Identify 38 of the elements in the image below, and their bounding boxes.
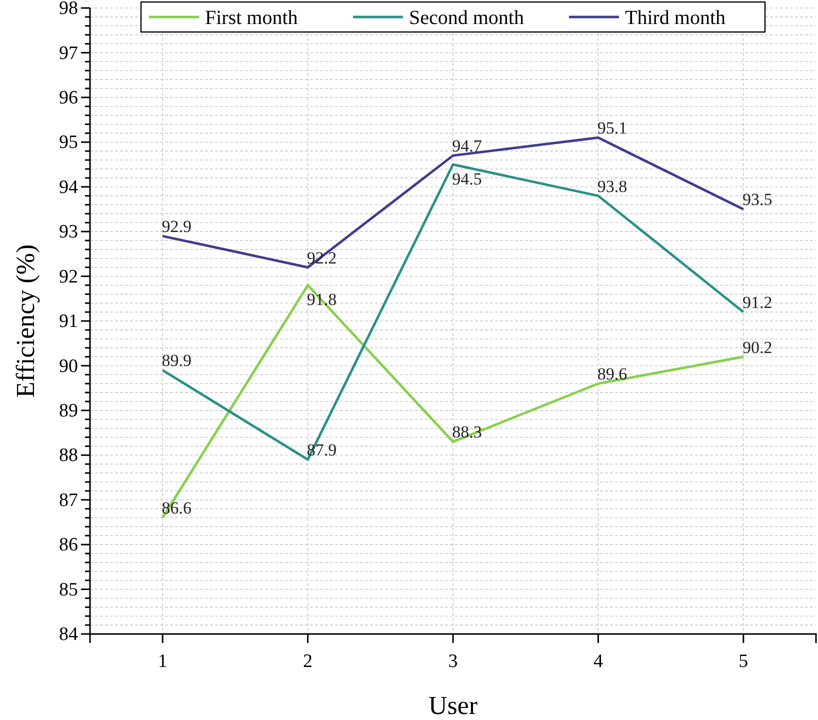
y-tick-label: 84 bbox=[59, 624, 78, 646]
line-series bbox=[161, 163, 745, 461]
data-label: 95.1 bbox=[597, 118, 628, 138]
line-series bbox=[161, 136, 745, 269]
x-tick-label: 4 bbox=[593, 650, 604, 672]
y-tick-label: 86 bbox=[59, 534, 78, 556]
legend-label: Second month bbox=[409, 7, 524, 29]
y-tick-label: 92 bbox=[59, 266, 78, 288]
legend-label: Third month bbox=[625, 7, 726, 29]
y-tick-label: 95 bbox=[59, 132, 78, 154]
data-label: 91.2 bbox=[742, 293, 772, 312]
y-tick-label: 94 bbox=[59, 176, 78, 198]
x-tick-label: 2 bbox=[303, 650, 313, 672]
data-label: 89.6 bbox=[597, 364, 628, 384]
y-tick-label: 91 bbox=[59, 311, 78, 332]
data-label: 94.5 bbox=[452, 170, 482, 188]
data-label: 90.2 bbox=[742, 338, 772, 357]
y-tick-label: 97 bbox=[59, 42, 78, 64]
y-tick-label: 88 bbox=[59, 445, 78, 466]
y-tick-label: 90 bbox=[59, 356, 78, 377]
data-label: 94.7 bbox=[452, 136, 482, 156]
y-tick-label: 85 bbox=[59, 579, 78, 600]
y-tick-label: 93 bbox=[59, 222, 78, 243]
data-label: 89.9 bbox=[162, 351, 192, 370]
data-label: 93.8 bbox=[597, 176, 628, 196]
y-tick-label: 98 bbox=[59, 0, 78, 20]
data-label: 92.9 bbox=[162, 217, 192, 236]
x-tick-label: 3 bbox=[448, 650, 458, 672]
data-label: 93.5 bbox=[742, 190, 772, 210]
x-tick-label: 1 bbox=[158, 650, 168, 672]
legend-label: First month bbox=[205, 7, 298, 29]
y-tick-label: 89 bbox=[59, 400, 78, 422]
y-tick-label: 96 bbox=[59, 88, 78, 109]
y-axis-title: Efficiency (%) bbox=[11, 244, 40, 398]
line-series bbox=[161, 284, 745, 519]
x-tick-label: 5 bbox=[738, 650, 748, 672]
x-axis-title: User bbox=[428, 691, 478, 720]
y-tick-label: 87 bbox=[59, 490, 78, 511]
